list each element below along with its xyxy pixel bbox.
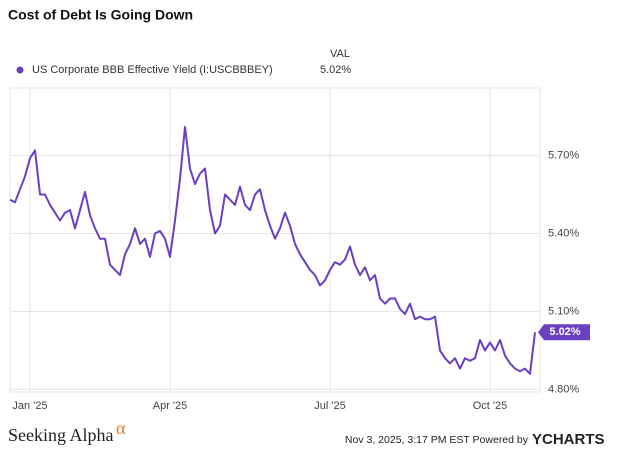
legend-label: US Corporate BBB Effective Yield (I:USCB… <box>32 64 273 76</box>
series-line <box>9 126 536 375</box>
value-badge <box>538 324 590 341</box>
timestamp: Nov 3, 2025, 3:17 PM EST Powered by <box>345 434 529 446</box>
y-tick-label: 5.40% <box>548 227 579 239</box>
x-tick-label: Apr '25 <box>153 400 188 412</box>
provider: YCHARTS <box>532 431 605 448</box>
legend-value: 5.02% <box>320 64 351 76</box>
x-tick-label: Oct '25 <box>473 400 508 412</box>
y-tick-label: 5.70% <box>548 149 579 161</box>
x-tick-label: Jan '25 <box>12 400 47 412</box>
brand: Seeking Alpha <box>8 425 114 445</box>
x-tick-label: Jul '25 <box>314 400 345 412</box>
plot-frame <box>9 87 541 393</box>
legend-swatch <box>16 66 24 74</box>
value-badge-label: 5.02% <box>549 326 580 338</box>
legend-header: VAL <box>330 48 350 60</box>
chart-title: Cost of Debt Is Going Down <box>8 7 193 23</box>
brand-mark: α <box>116 418 126 438</box>
y-tick-label: 4.80% <box>548 383 579 395</box>
y-tick-label: 5.10% <box>548 305 579 317</box>
